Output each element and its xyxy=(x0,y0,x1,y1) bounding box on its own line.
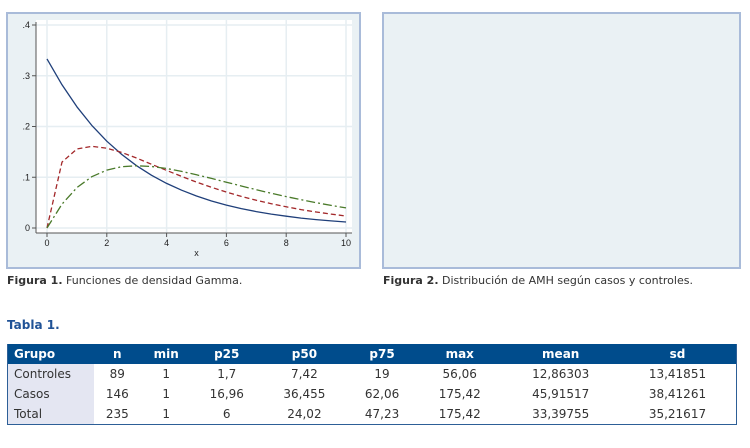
header-sd: sd xyxy=(618,344,737,364)
chart1-xtick-label: 2 xyxy=(104,238,109,248)
chart1-ytick-label: 0 xyxy=(25,223,30,233)
cell-n: 89 xyxy=(109,367,125,381)
header-n: n xyxy=(94,344,141,364)
table-header-row: Grupo n min p25 p50 p75 max mean sd xyxy=(7,344,737,364)
cell-max: 175,42 xyxy=(438,407,481,421)
cell-p25: 16,96 xyxy=(209,387,244,401)
header-p50: p50 xyxy=(261,344,348,364)
cell-p25: 6 xyxy=(222,407,231,421)
chart1-ytick-label: .3 xyxy=(22,71,30,81)
figure-2-text: Distribución de AMH según casos y contro… xyxy=(438,274,693,287)
figure-2-label: Figura 2. xyxy=(383,274,439,287)
header-min: min xyxy=(140,344,192,364)
chart1-series-line-3 xyxy=(46,165,347,229)
cell-sd: 13,41851 xyxy=(648,367,707,381)
cell-p50: 24,02 xyxy=(287,407,322,421)
cell-max: 56,06 xyxy=(442,367,477,381)
cell-p75: 19 xyxy=(374,367,390,381)
cell-min: 1 xyxy=(162,387,171,401)
chart1-xtick-label: 8 xyxy=(284,238,289,248)
cell-mean: 12,86303 xyxy=(532,367,590,381)
chart1-series-line-2 xyxy=(46,145,347,229)
cell-p25: 1,7 xyxy=(217,367,237,381)
cell-p50: 7,42 xyxy=(291,367,318,381)
chart1-x-axis-label: x xyxy=(194,248,199,258)
figure-1-text: Funciones de densidad Gamma. xyxy=(62,274,243,287)
figure-1-caption: Figura 1. Funciones de densidad Gamma. xyxy=(7,274,242,287)
chart1-xtick-label: 0 xyxy=(44,238,49,248)
cell-min: 1 xyxy=(162,407,171,421)
cell-min: 1 xyxy=(162,367,171,381)
figure-2-caption: Figura 2. Distribución de AMH según caso… xyxy=(383,274,693,287)
cell-n: 235 xyxy=(105,407,129,421)
cell-grupo: Total xyxy=(7,404,94,425)
cell-grupo: Casos xyxy=(7,384,94,404)
cell-p50: 36,455 xyxy=(283,387,326,401)
figure-1-label: Figura 1. xyxy=(7,274,63,287)
header-grupo: Grupo xyxy=(7,344,94,364)
chart1-xtick-label: 4 xyxy=(164,238,169,248)
header-p75: p75 xyxy=(347,344,418,364)
cell-p75: 47,23 xyxy=(364,407,400,421)
cell-sd: 35,21617 xyxy=(648,407,707,421)
figure-2-frame xyxy=(382,12,741,269)
cell-n: 146 xyxy=(105,387,129,401)
header-max: max xyxy=(417,344,503,364)
table-row: Controles 89 1 1,7 7,42 19 56,06 12,8630… xyxy=(7,364,737,384)
cell-grupo: Controles xyxy=(7,364,94,384)
chart1-ytick-label: .1 xyxy=(22,172,30,182)
chart1-ytick-label: .4 xyxy=(22,20,30,30)
header-p25: p25 xyxy=(191,344,262,364)
header-mean: mean xyxy=(502,344,619,364)
cell-p75: 62,06 xyxy=(364,387,400,401)
cell-mean: 33,39755 xyxy=(532,407,590,421)
chart1-series-line-1 xyxy=(46,58,347,223)
summary-table: Grupo n min p25 p50 p75 max mean sd Cont… xyxy=(7,344,737,425)
cell-max: 175,42 xyxy=(438,387,481,401)
chart1-ytick-label: .2 xyxy=(22,122,30,132)
table-title: Tabla 1. xyxy=(7,318,60,332)
cell-mean: 45,91517 xyxy=(532,387,590,401)
chart1-xtick-label: 10 xyxy=(341,238,351,248)
chart1-xtick-label: 6 xyxy=(224,238,229,248)
table-row: Casos 146 1 16,96 36,455 62,06 175,42 45… xyxy=(7,384,737,404)
table-row: Total 235 1 6 24,02 47,23 175,42 33,3975… xyxy=(7,404,737,425)
cell-sd: 38,41261 xyxy=(648,387,707,401)
